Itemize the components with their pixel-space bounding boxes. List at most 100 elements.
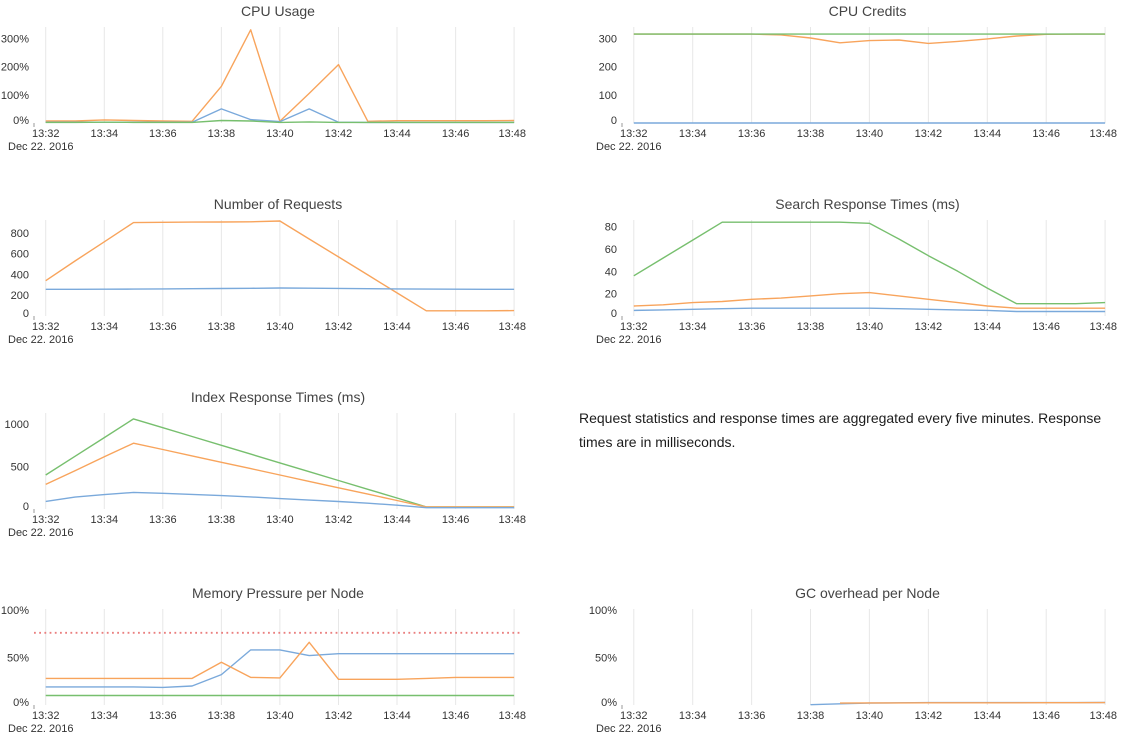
svg-text:13:40: 13:40 [266,514,294,526]
chart-title: CPU Credits [828,3,907,19]
svg-text:13:36: 13:36 [738,710,766,722]
chart-plot[interactable]: 0 500 1000 13:32 13:34 13:36 13:38 13:40 13:42 13… [0,386,540,546]
svg-text:100%: 100% [1,605,29,617]
svg-text:13:34: 13:34 [91,128,119,140]
svg-text:800: 800 [11,228,29,240]
chart-plot[interactable]: 0% 50% 100% 13:32 13:34 13:36 13:38 13:40 13:42 1… [0,582,540,741]
svg-text:100: 100 [599,90,617,102]
svg-text:13:32: 13:32 [32,514,60,526]
chart-title: CPU Usage [241,3,315,19]
svg-text:13:32: 13:32 [620,710,648,722]
chart-title: Index Response Times (ms) [190,389,366,405]
search-response-times-chart: 0 20 40 60 80 13:32 13:34 13:36 13:38 13:40 13:42 1… [588,193,1131,353]
chart-plot[interactable]: 0 200 400 600 800 13:32 13:34 13:36 13:38 13:40 13… [0,193,540,353]
svg-text:13:38: 13:38 [797,321,825,333]
svg-text:Dec 22. 2016: Dec 22. 2016 [8,334,73,346]
svg-text:100%: 100% [589,605,617,617]
svg-text:13:42: 13:42 [325,128,353,140]
svg-text:13:32: 13:32 [32,710,60,722]
svg-text:400: 400 [11,270,29,282]
index-response-times-chart: 0 500 1000 13:32 13:34 13:36 13:38 13:40 13:42 13… [0,386,540,546]
svg-text:13:42: 13:42 [915,128,943,140]
svg-text:13:46: 13:46 [442,710,470,722]
svg-text:Dec 22. 2016: Dec 22. 2016 [596,723,661,735]
svg-text:13:42: 13:42 [325,514,353,526]
svg-text:80: 80 [605,222,617,234]
svg-text:40: 40 [605,266,617,278]
svg-text:13:32: 13:32 [620,321,648,333]
svg-text:13:46: 13:46 [442,128,470,140]
svg-text:13:42: 13:42 [915,321,943,333]
svg-text:50%: 50% [7,653,29,665]
svg-text:13:36: 13:36 [149,128,177,140]
svg-text:50%: 50% [595,653,617,665]
svg-text:500: 500 [11,462,29,474]
svg-text:13:34: 13:34 [679,128,707,140]
svg-text:Dec 22. 2016: Dec 22. 2016 [8,141,73,153]
svg-text:600: 600 [11,249,29,261]
svg-text:13:34: 13:34 [91,710,119,722]
chart-plot[interactable]: 0% 100% 200% 300% 13:32 13:34 13:36 13:38 13:40 1… [0,0,540,160]
svg-text:13:46: 13:46 [442,514,470,526]
svg-text:13:40: 13:40 [266,710,294,722]
cpu-usage-chart: 0% 100% 200% 300% 13:32 13:34 13:36 13:38 13:40 1… [0,0,540,160]
svg-text:0: 0 [611,115,617,127]
svg-text:300%: 300% [1,33,29,45]
svg-text:13:40: 13:40 [266,128,294,140]
svg-text:13:36: 13:36 [738,128,766,140]
svg-text:13:44: 13:44 [974,710,1002,722]
number-of-requests-chart: 0 200 400 600 800 13:32 13:34 13:36 13:38 13:40 13… [0,193,540,353]
svg-text:300: 300 [599,33,617,45]
svg-text:13:48: 13:48 [498,710,526,722]
svg-text:13:44: 13:44 [383,514,411,526]
svg-text:1000: 1000 [5,419,29,431]
svg-text:Dec 22. 2016: Dec 22. 2016 [8,527,73,539]
svg-text:13:38: 13:38 [208,128,236,140]
cpu-credits-chart: 0 100 200 300 13:32 13:34 13:36 13:38 13:40 13:42… [588,0,1131,160]
svg-text:13:32: 13:32 [32,128,60,140]
svg-text:13:38: 13:38 [797,710,825,722]
svg-text:13:42: 13:42 [915,710,943,722]
svg-text:100%: 100% [1,90,29,102]
svg-text:13:38: 13:38 [208,710,236,722]
svg-text:13:40: 13:40 [266,321,294,333]
svg-text:13:48: 13:48 [1089,710,1117,722]
svg-text:13:46: 13:46 [442,321,470,333]
svg-text:13:44: 13:44 [383,710,411,722]
svg-text:13:42: 13:42 [325,710,353,722]
svg-text:13:34: 13:34 [679,321,707,333]
svg-text:13:36: 13:36 [738,321,766,333]
svg-text:13:34: 13:34 [91,321,119,333]
chart-title: Number of Requests [213,196,343,212]
svg-text:Dec 22. 2016: Dec 22. 2016 [8,723,73,735]
svg-text:0: 0 [23,308,29,320]
svg-text:0%: 0% [13,697,29,709]
svg-text:13:36: 13:36 [149,710,177,722]
svg-text:13:48: 13:48 [498,514,526,526]
svg-text:13:40: 13:40 [856,128,884,140]
svg-text:13:44: 13:44 [383,128,411,140]
svg-text:13:46: 13:46 [1032,710,1060,722]
svg-text:200%: 200% [1,62,29,74]
svg-text:13:48: 13:48 [498,128,526,140]
svg-text:13:38: 13:38 [797,128,825,140]
svg-text:13:36: 13:36 [149,514,177,526]
chart-plot[interactable]: 0 100 200 300 13:32 13:34 13:36 13:38 13:40 13:42… [588,0,1131,160]
svg-text:13:34: 13:34 [679,710,707,722]
svg-text:20: 20 [605,289,617,301]
svg-text:0%: 0% [601,697,617,709]
chart-title: Memory Pressure per Node [192,585,364,601]
memory-pressure-chart: 0% 50% 100% 13:32 13:34 13:36 13:38 13:40 13:42 1… [0,582,540,741]
svg-text:13:46: 13:46 [1032,128,1060,140]
svg-text:13:32: 13:32 [32,321,60,333]
chart-title: GC overhead per Node [795,585,940,601]
chart-plot[interactable]: 0% 50% 100% 13:32 13:34 13:36 13:38 13:40 13:42 1… [588,582,1131,741]
chart-plot[interactable]: 0 20 40 60 80 13:32 13:34 13:36 13:38 13:40 13:42 1… [588,193,1131,353]
svg-text:60: 60 [605,244,617,256]
svg-text:13:44: 13:44 [974,128,1002,140]
svg-text:13:44: 13:44 [974,321,1002,333]
svg-text:13:48: 13:48 [498,321,526,333]
svg-text:13:42: 13:42 [325,321,353,333]
svg-text:13:46: 13:46 [1032,321,1060,333]
